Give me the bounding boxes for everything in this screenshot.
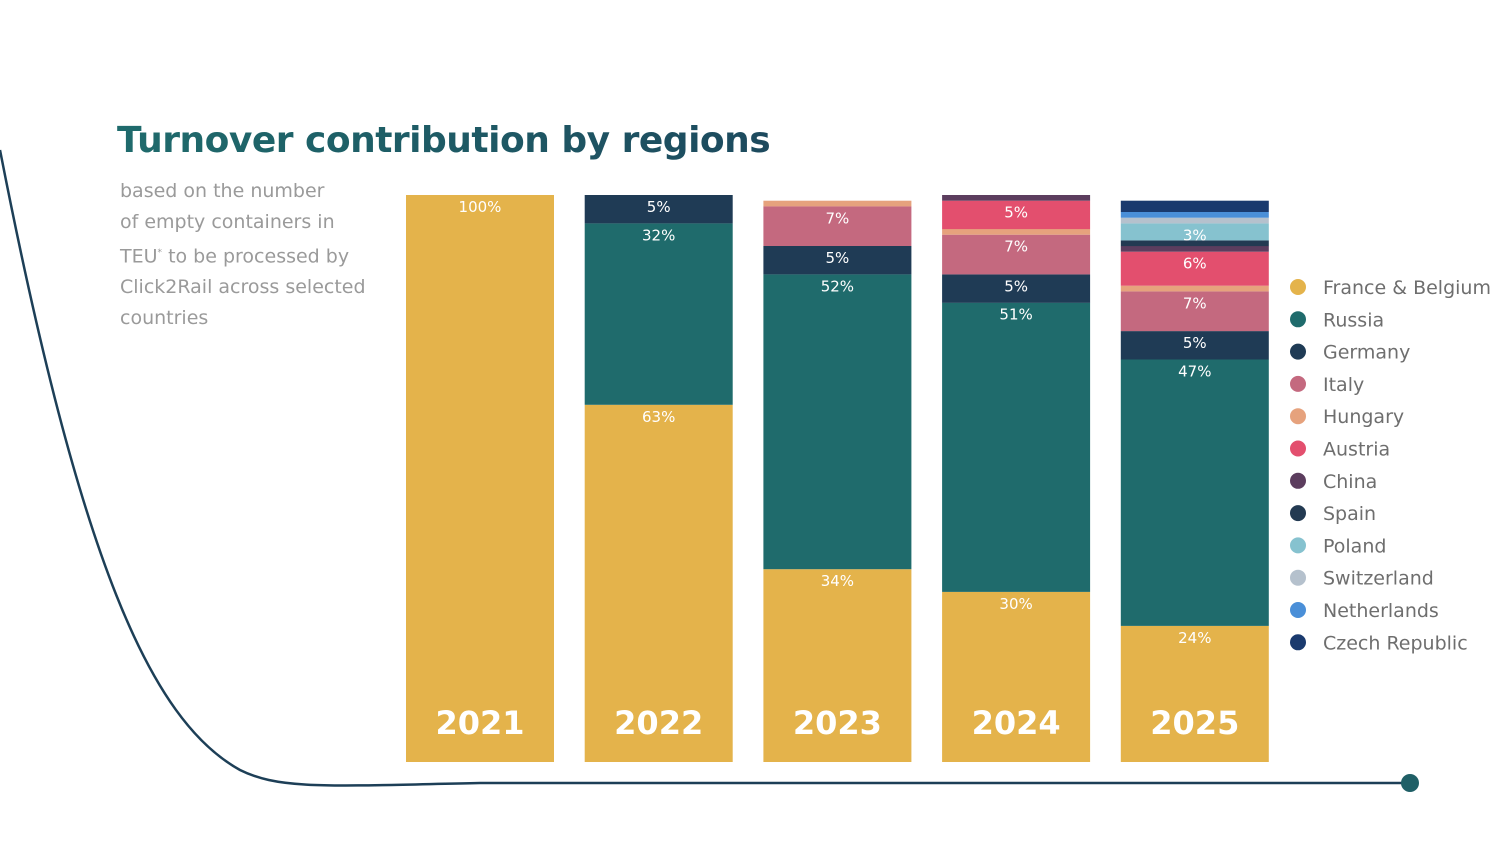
data-label-2023-italy: 7%: [826, 209, 850, 227]
legend-swatch-netherlands: [1290, 602, 1306, 618]
legend-swatch-france-belgium: [1290, 279, 1306, 295]
bar-segment-2024-france-belgium: [942, 591, 1091, 762]
legend-swatch-italy: [1290, 375, 1306, 392]
bar-segment-2023-italy: [763, 206, 912, 246]
bar-segment-2024-italy: [942, 234, 1091, 275]
data-label-2022-germany: 5%: [647, 198, 671, 216]
legend-label-russia: Russia: [1323, 309, 1384, 331]
legend-label-germany: Germany: [1323, 342, 1410, 364]
bar-segment-2024-germany: [942, 274, 1091, 303]
data-label-2024-france-belgium: 30%: [999, 595, 1032, 613]
legend-label-netherlands: Netherlands: [1323, 600, 1439, 622]
legend-label-china: China: [1323, 471, 1377, 493]
bar-segment-2025-czech-republic: [1120, 200, 1269, 212]
legend-label-spain: Spain: [1323, 503, 1376, 525]
data-label-2022-france-belgium: 63%: [642, 408, 675, 426]
data-label-2025-germany: 5%: [1183, 334, 1207, 352]
legend-label-poland: Poland: [1323, 535, 1386, 557]
data-label-2025-russia: 47%: [1178, 362, 1211, 380]
legend-swatch-hungary: [1290, 408, 1306, 425]
chart-subtitle: based on the number of empty containers …: [120, 176, 390, 334]
legend-label-austria: Austria: [1323, 439, 1390, 461]
legend-swatch-russia: [1290, 311, 1306, 328]
legend-label-italy: Italy: [1323, 374, 1364, 396]
subtitle-line-1: based on the number: [120, 180, 325, 202]
bar-segment-2025-poland: [1120, 223, 1269, 241]
stacked-bars: 100% 2021 63% 32% 5% 2022 34% 52% 5% 7% 2023 30% 51%…: [406, 195, 1269, 762]
bar-segment-2025-germany: [1120, 331, 1269, 360]
data-label-2025-poland: 3%: [1183, 226, 1207, 244]
subtitle-line-3-post: to be processed by: [162, 245, 350, 268]
year-label-2022: 2022: [614, 704, 703, 742]
bar-segment-2021-france-belgium: [406, 195, 554, 762]
data-label-2023-russia: 52%: [821, 277, 854, 295]
data-label-2024-austria: 5%: [1004, 204, 1028, 222]
legend-swatch-czech-republic: [1290, 634, 1306, 651]
legend-label-czech-republic: Czech Republic: [1323, 632, 1468, 654]
data-label-2024-italy: 7%: [1004, 238, 1028, 256]
data-label-2023-germany: 5%: [826, 249, 850, 267]
bar-segment-2025-china: [1120, 246, 1269, 252]
data-label-2024-russia: 51%: [999, 306, 1032, 324]
bar-segment-2025-hungary: [1120, 285, 1269, 292]
subtitle-line-5: countries: [120, 307, 209, 330]
data-label-2024-germany: 5%: [1004, 277, 1028, 295]
bar-segment-2024-china: [942, 195, 1091, 201]
bar-segment-2025-austria: [1120, 251, 1269, 286]
data-label-2022-russia: 32%: [642, 226, 675, 244]
data-label-2023-france-belgium: 34%: [821, 572, 854, 590]
bar-segment-2025-netherlands: [1120, 212, 1269, 218]
bar-segment-2024-austria: [942, 200, 1091, 230]
bar-segment-2023-russia: [763, 274, 912, 570]
legend-label-switzerland: Switzerland: [1323, 568, 1434, 590]
curve-end-dot: [1401, 774, 1419, 792]
bar-segment-2025-switzerland: [1120, 217, 1269, 224]
year-label-2024: 2024: [972, 704, 1061, 742]
chart-title: Turnover contribution by regions: [117, 120, 771, 161]
legend-swatch-austria: [1290, 440, 1306, 457]
bar-segment-2023-hungary: [763, 200, 912, 207]
bar-segment-2023-france-belgium: [763, 569, 912, 762]
year-label-2021: 2021: [435, 704, 524, 742]
data-label-2025-italy: 7%: [1183, 294, 1207, 312]
legend-swatch-spain: [1290, 505, 1306, 522]
data-label-2025-austria: 6%: [1183, 255, 1207, 273]
legend-label-hungary: Hungary: [1323, 406, 1404, 428]
legend-swatch-germany: [1290, 343, 1306, 360]
data-label-2021-france-belgium: 100%: [459, 198, 502, 216]
bar-segment-2024-hungary: [942, 229, 1091, 235]
subtitle-line-3-pre: TEU: [120, 245, 158, 268]
bar-segment-2025-spain: [1120, 240, 1269, 247]
bar-segment-2025-russia: [1120, 359, 1269, 626]
decorative-curve: [0, 149, 1410, 787]
bar-segment-2023-germany: [763, 246, 912, 275]
legend-swatch-poland: [1290, 537, 1306, 554]
bar-segment-2022-germany: [584, 195, 733, 224]
bar-segment-2024-russia: [942, 302, 1091, 592]
year-label-2025: 2025: [1150, 704, 1239, 742]
subtitle-line-4: Click2Rail across selected: [120, 276, 366, 299]
bar-segment-2025-italy: [1120, 291, 1269, 332]
subtitle-footnote-mark: *: [157, 248, 163, 258]
legend-swatch-switzerland: [1290, 569, 1306, 586]
data-label-2025-france-belgium: 24%: [1178, 629, 1211, 647]
subtitle-line-2: of empty containers in: [120, 211, 335, 233]
legend-label-france-belgium: France & Belgium: [1323, 277, 1491, 299]
bar-segment-2022-russia: [584, 223, 733, 405]
bar-segment-2022-france-belgium: [584, 404, 733, 762]
legend-swatch-china: [1290, 472, 1306, 489]
year-label-2023: 2023: [793, 704, 882, 742]
legend: France & Belgium Russia Germany Italy Hungar…: [1290, 277, 1491, 654]
bar-segment-2025-france-belgium: [1120, 625, 1269, 762]
